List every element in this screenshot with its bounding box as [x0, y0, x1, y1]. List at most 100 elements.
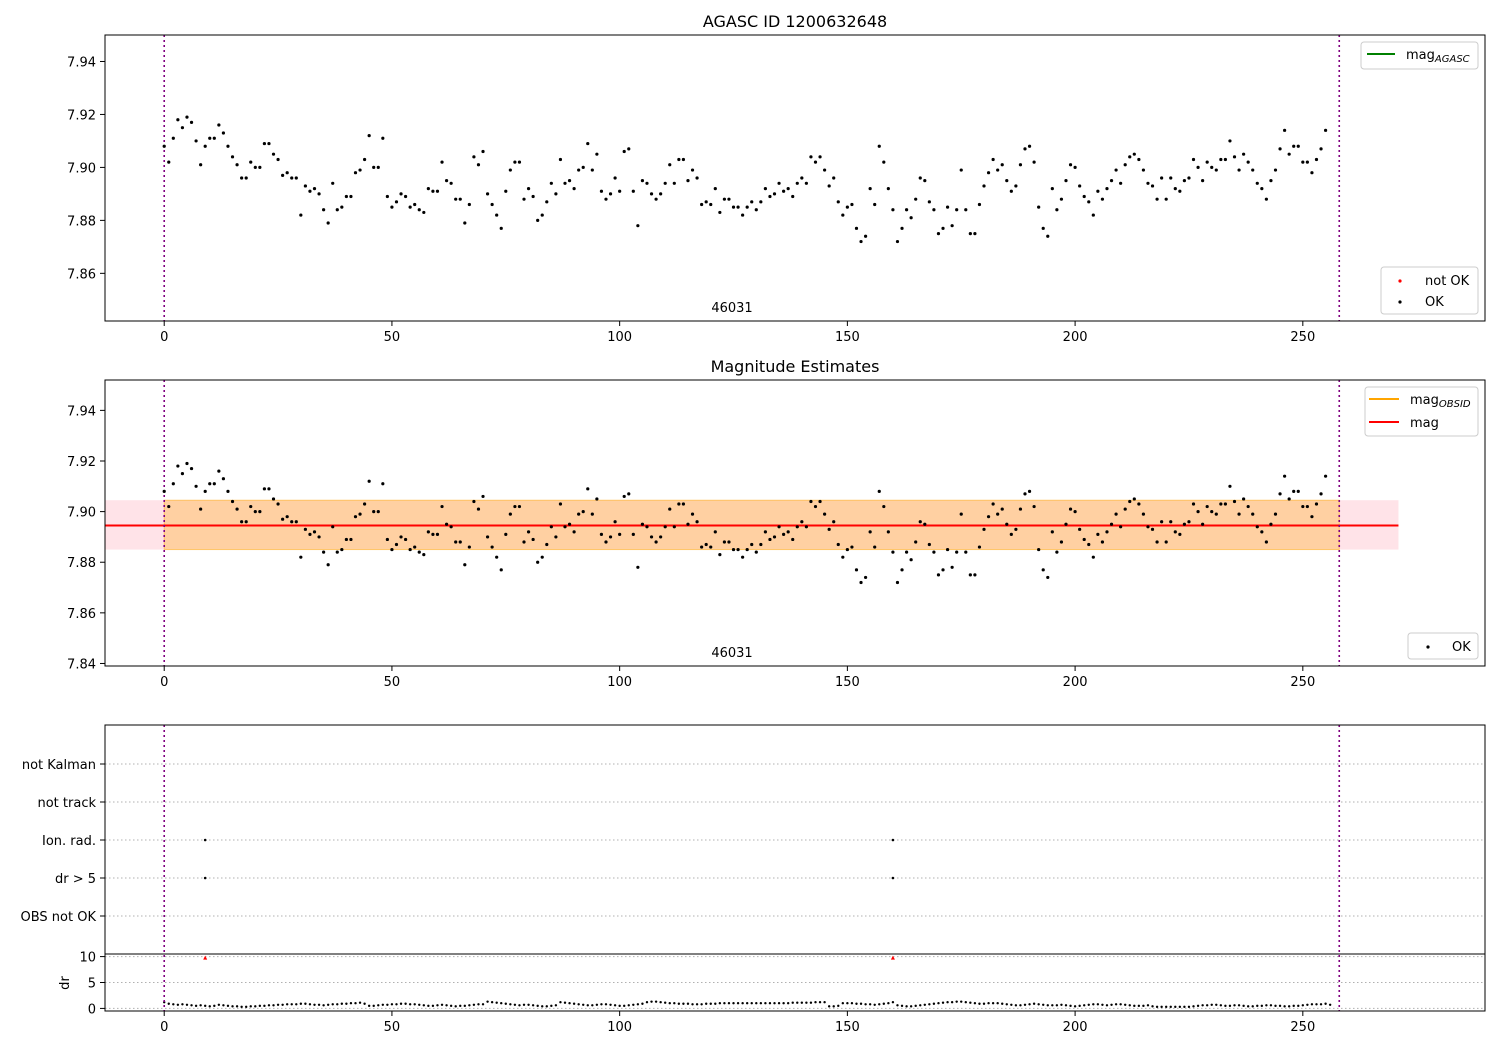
data-point [444, 179, 449, 183]
dr-point [1310, 1003, 1314, 1006]
data-point [823, 168, 827, 172]
data-point [613, 176, 617, 180]
data-point [463, 221, 467, 225]
data-point [1091, 555, 1095, 559]
data-point [1164, 197, 1168, 201]
data-point [499, 226, 503, 230]
dr-point [577, 1003, 580, 1006]
data-point [895, 580, 900, 585]
data-point [731, 205, 736, 209]
data-point [863, 234, 868, 238]
data-point [1292, 489, 1296, 493]
data-point [700, 202, 704, 207]
data-point [1283, 474, 1287, 478]
data-point [440, 504, 444, 509]
data-point [996, 512, 1000, 516]
data-point [713, 530, 717, 534]
data-point [1119, 181, 1123, 185]
data-point [1287, 152, 1291, 156]
data-point [417, 208, 421, 212]
data-point [873, 202, 877, 207]
data-point [950, 224, 954, 228]
data-point [968, 573, 972, 577]
dr-point [176, 1003, 180, 1006]
data-point [868, 186, 872, 191]
dr-point [386, 1003, 389, 1006]
data-point [1073, 510, 1077, 514]
data-point [308, 189, 312, 193]
data-point [262, 487, 267, 491]
dr-point [941, 1001, 945, 1004]
data-point [923, 522, 927, 526]
data-point [909, 216, 913, 220]
data-point [490, 202, 494, 207]
data-point [349, 537, 353, 542]
data-point [1050, 186, 1054, 191]
data-point [526, 186, 531, 191]
dr-point [978, 1002, 981, 1005]
dr-point [317, 1003, 321, 1006]
dr-point [363, 1002, 366, 1005]
data-point [841, 555, 845, 559]
data-point [1301, 160, 1305, 164]
dr-point [276, 1003, 280, 1006]
x-tick-label: 200 [1063, 675, 1088, 690]
data-point [312, 186, 317, 191]
data-point [303, 527, 307, 531]
dr-point [1256, 1004, 1259, 1008]
data-point [977, 545, 982, 549]
data-point [1123, 163, 1127, 167]
dr-point [354, 1002, 357, 1005]
dr-point [222, 1004, 225, 1007]
data-point [882, 504, 886, 509]
data-point [522, 540, 526, 544]
data-point [695, 520, 699, 524]
data-point [577, 168, 581, 172]
dr-point [1242, 1004, 1245, 1008]
data-point [394, 542, 399, 547]
data-point [736, 547, 740, 552]
dr-point [568, 1002, 571, 1005]
dr-point [896, 1004, 899, 1007]
dr-point [249, 1005, 252, 1008]
dr-point [240, 1005, 243, 1009]
data-point [363, 502, 367, 506]
data-point [713, 186, 717, 191]
dr-point [231, 1005, 234, 1008]
data-point [189, 466, 194, 471]
data-point [918, 520, 922, 524]
data-point [1305, 504, 1309, 509]
data-point [1187, 176, 1191, 180]
data-point [608, 192, 613, 196]
data-point [413, 545, 417, 549]
data-point [194, 484, 198, 488]
data-point [212, 482, 216, 486]
data-point [882, 160, 886, 164]
dr-point [636, 1003, 640, 1006]
data-point [982, 184, 986, 188]
dr-point [695, 1003, 699, 1006]
data-point [536, 218, 540, 222]
dr-point [449, 1004, 453, 1008]
dr-point [859, 1002, 863, 1005]
data-point [1246, 160, 1250, 164]
dr-point [440, 1003, 444, 1006]
dr-point [1205, 1004, 1209, 1007]
data-point [376, 510, 380, 514]
data-point [891, 208, 895, 212]
data-point [267, 487, 271, 491]
data-point [422, 210, 426, 215]
data-point [1100, 540, 1105, 544]
data-point [964, 550, 968, 554]
flag-point [203, 876, 207, 880]
dr-point [550, 1004, 553, 1008]
data-point [863, 575, 868, 580]
data-point [604, 540, 608, 544]
dr-point [909, 1005, 913, 1008]
data-point [736, 205, 740, 209]
data-point [1050, 530, 1054, 534]
legend-not-ok-marker [1398, 279, 1402, 283]
dr-point [1064, 1004, 1068, 1007]
x-tick-label: 250 [1290, 330, 1315, 345]
data-point [1005, 522, 1009, 526]
